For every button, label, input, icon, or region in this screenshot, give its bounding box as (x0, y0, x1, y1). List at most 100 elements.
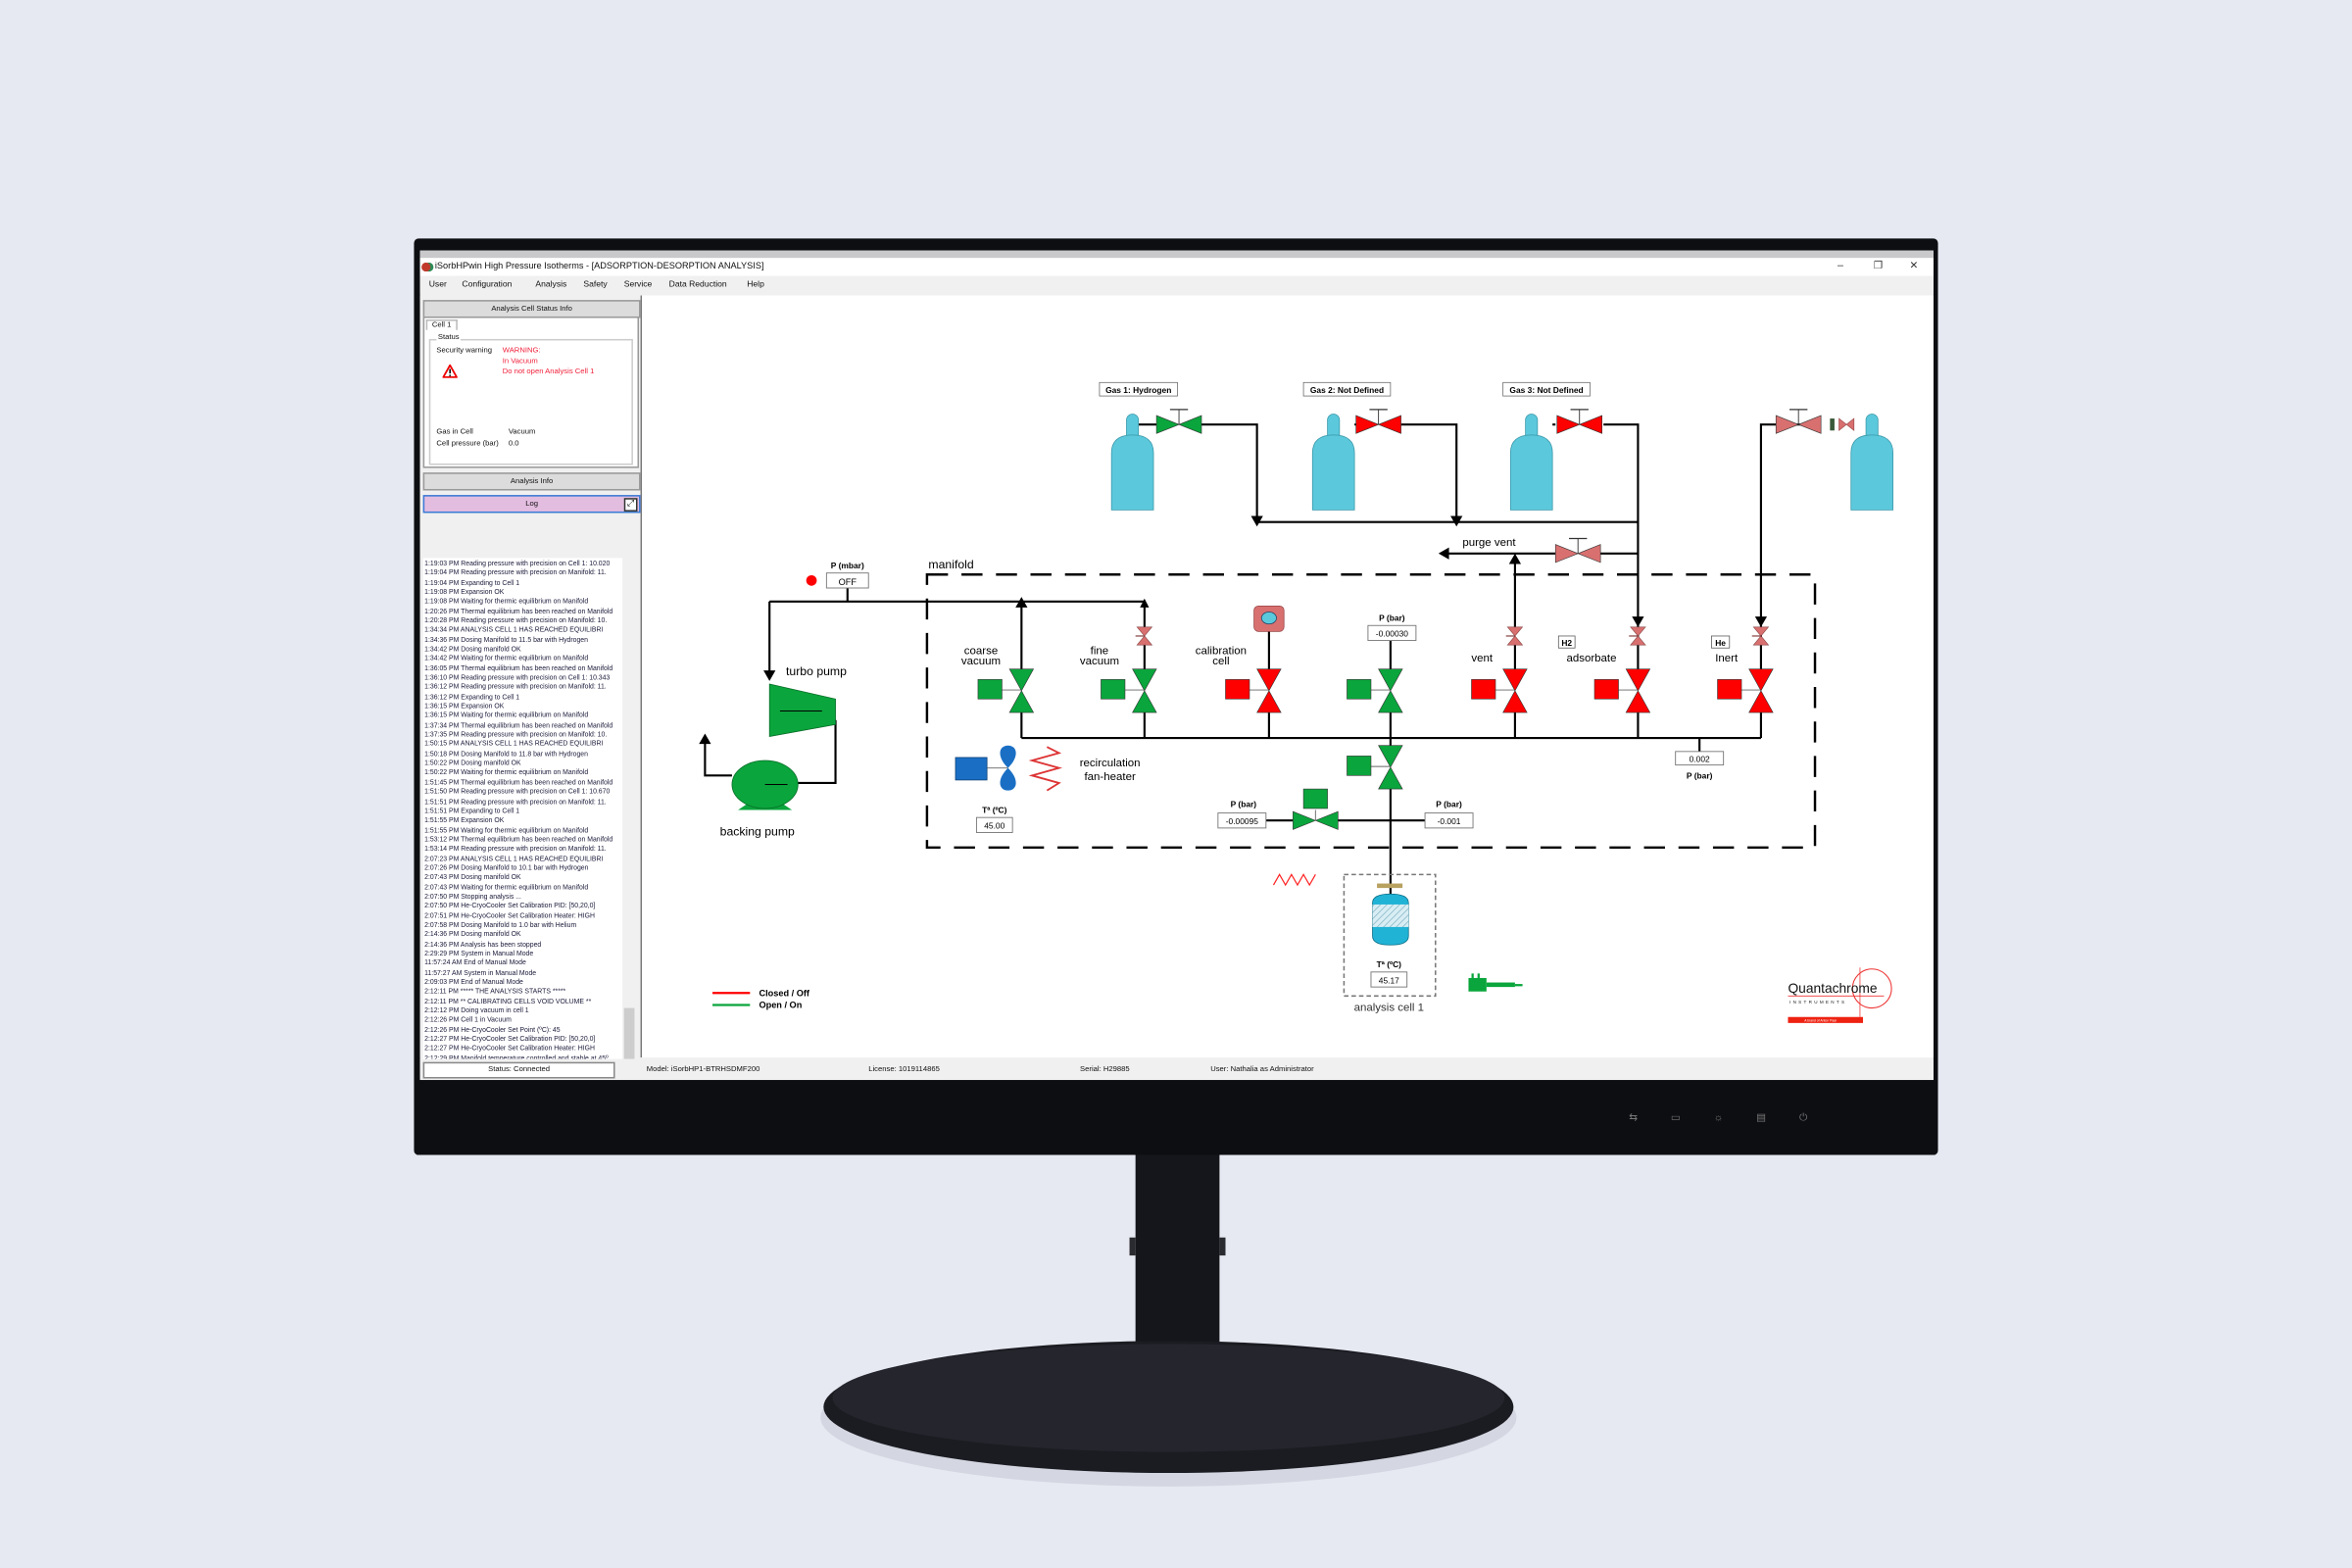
log-line: 1:36:12 PM Expanding to Cell 1 (424, 692, 520, 701)
valve-actuator-icon[interactable] (1471, 679, 1496, 700)
inert-gas: He (1715, 638, 1726, 648)
gas1-valve[interactable] (1155, 409, 1202, 434)
vent-manual-valve[interactable] (1505, 626, 1524, 646)
log-line: 2:12:11 PM ** CALIBRATING CELLS VOID VOL… (424, 997, 592, 1004)
fine-manual-valve[interactable] (1135, 626, 1153, 646)
coarse-valve[interactable] (977, 668, 1035, 713)
log-line: 1:53:12 PM Thermal equilibrium has been … (424, 835, 613, 843)
log-line: 1:51:55 PM Waiting for thermic equilibri… (424, 825, 589, 834)
p-mbar-box (825, 572, 869, 589)
warning-triangle-icon (442, 364, 458, 378)
valve-labels: coarse vacuum fine vacuum calibration ce… (961, 645, 1739, 667)
gas-cylinder-icon[interactable] (1110, 414, 1154, 511)
gas4-valve[interactable] (1775, 409, 1822, 434)
gas-cylinder-icon[interactable] (1509, 414, 1553, 511)
lower-valve[interactable] (1293, 788, 1339, 830)
log-line: 1:51:50 PM Reading pressure with precisi… (424, 787, 611, 796)
turbo-pump-icon[interactable] (768, 683, 836, 737)
cell-pressure-label: Cell pressure (bar) (436, 439, 499, 449)
minimize-button[interactable]: – (1837, 261, 1843, 272)
pipes (704, 423, 1820, 898)
log-vertical-scrollbar[interactable] (622, 558, 636, 1081)
log-line: 2:12:11 PM ***** THE ANALYSIS STARTS ***… (424, 987, 566, 996)
temp-label: Tª (ºC) (1377, 959, 1402, 969)
center-valve[interactable] (1347, 668, 1403, 713)
analysis-info-header: Analysis Info (422, 472, 641, 491)
monitor-buttons[interactable]: ⇆▭☼▤⏻ (1629, 1112, 1841, 1124)
turbo-pump-label: turbo pump (786, 664, 847, 678)
p-lower-right-value: -0.001 (1438, 816, 1461, 826)
backing-pump-icon[interactable] (731, 760, 799, 809)
valve-actuator-icon[interactable] (977, 679, 1003, 700)
log-line: 1:36:05 PM Thermal equilibrium has been … (424, 663, 613, 672)
log-line: 2:07:50 PM Stopping analysis ... (424, 892, 521, 901)
inert-manual-valve[interactable] (1751, 626, 1770, 646)
p-bar-label: P (bar) (1687, 770, 1713, 780)
temp-cell-value: 45.17 (1379, 975, 1399, 985)
logo-name: Quantachrome (1788, 981, 1877, 996)
fine-vacuum-label: vacuum (1080, 656, 1119, 667)
purge-vent-valve[interactable] (1554, 537, 1601, 564)
title-bar: iSorbHPwin High Pressure Isotherms - [AD… (419, 258, 1934, 276)
restore-button[interactable]: ❐ (1873, 261, 1884, 272)
gas3-label: Gas 3: Not Defined (1509, 385, 1583, 395)
gas-cylinder-icon[interactable] (1850, 414, 1893, 511)
menu-user[interactable]: User (428, 280, 447, 290)
expand-icon[interactable]: ⤢ (623, 498, 638, 512)
fine-valve[interactable] (1101, 668, 1157, 713)
log-line: 1:19:08 PM Waiting for thermic equilibri… (424, 597, 589, 606)
fan-motor-icon (955, 757, 988, 781)
window-title: iSorbHPwin High Pressure Isotherms - [AD… (434, 262, 764, 272)
logo-sub: INSTRUMENTS (1789, 1000, 1846, 1004)
gas2-valve[interactable] (1355, 409, 1401, 434)
regulator-icon (1830, 418, 1835, 431)
p-bar-label: P (bar) (1436, 799, 1462, 808)
heater-icon (1028, 746, 1063, 792)
gas-labels: Gas 1: Hydrogen Gas 2: Not Defined Gas 3… (1099, 381, 1591, 397)
menu-service[interactable]: Service (623, 280, 653, 290)
logo-tag: A brand of Anton Paar (1804, 1018, 1838, 1022)
inert-valve[interactable] (1717, 668, 1774, 713)
gas3-valve[interactable] (1556, 409, 1602, 434)
valve-actuator-icon[interactable] (1101, 679, 1126, 700)
log-line: 1:20:26 PM Thermal equilibrium has been … (424, 607, 613, 615)
valve-actuator-icon[interactable] (1347, 679, 1372, 700)
adsorbate-valve[interactable] (1593, 668, 1651, 713)
menu-configuration[interactable]: Configuration (462, 280, 513, 290)
vent-valve[interactable] (1471, 668, 1528, 713)
he-badge (1711, 635, 1731, 649)
tab-cell-1[interactable]: Cell 1 (425, 319, 458, 330)
valve-actuator-icon[interactable] (1717, 679, 1742, 700)
menu-safety[interactable]: Safety (583, 280, 608, 290)
menu-data-reduction[interactable]: Data Reduction (668, 280, 727, 290)
p-bar-label: P (bar) (1379, 613, 1405, 623)
log-line: 1:36:15 PM Expansion OK (424, 702, 505, 710)
license: License: 1019114865 (868, 1064, 940, 1074)
calibration-valve[interactable] (1225, 668, 1282, 713)
warning-line: WARNING: (502, 346, 541, 356)
gas1-label: Gas 1: Hydrogen (1105, 385, 1171, 395)
adsorbate-manual-valve[interactable] (1629, 626, 1646, 646)
valve-actuator-icon[interactable] (1593, 679, 1619, 700)
fan-icon (1000, 745, 1016, 791)
gas-cylinder-icon[interactable] (1311, 414, 1355, 511)
log-line: 1:50:22 PM Dosing manifold OK (424, 759, 521, 767)
log-line: 2:07:23 PM ANALYSIS CELL 1 HAS REACHED E… (424, 854, 604, 862)
app-logo-icon (421, 262, 431, 272)
valve-actuator-icon[interactable] (1302, 788, 1328, 809)
menu-help[interactable]: Help (747, 280, 764, 290)
cell-fitting (1377, 883, 1403, 889)
close-button[interactable]: ✕ (1909, 261, 1919, 272)
p-lower-left-value: -0.00095 (1226, 816, 1259, 826)
menu-analysis[interactable]: Analysis (535, 280, 567, 290)
adsorbate-label: adsorbate (1566, 653, 1616, 664)
valve-actuator-icon[interactable] (1347, 756, 1372, 776)
scrollbar-thumb[interactable] (623, 1007, 635, 1059)
cell-valve[interactable] (1347, 745, 1403, 790)
menu-bar: User Configuration Analysis Safety Servi… (419, 275, 1934, 294)
log-line: 11:57:24 AM End of Manual Mode (424, 958, 526, 967)
log-line: 1:51:55 PM Expansion OK (424, 815, 505, 824)
valve-actuator-icon[interactable] (1225, 679, 1250, 700)
